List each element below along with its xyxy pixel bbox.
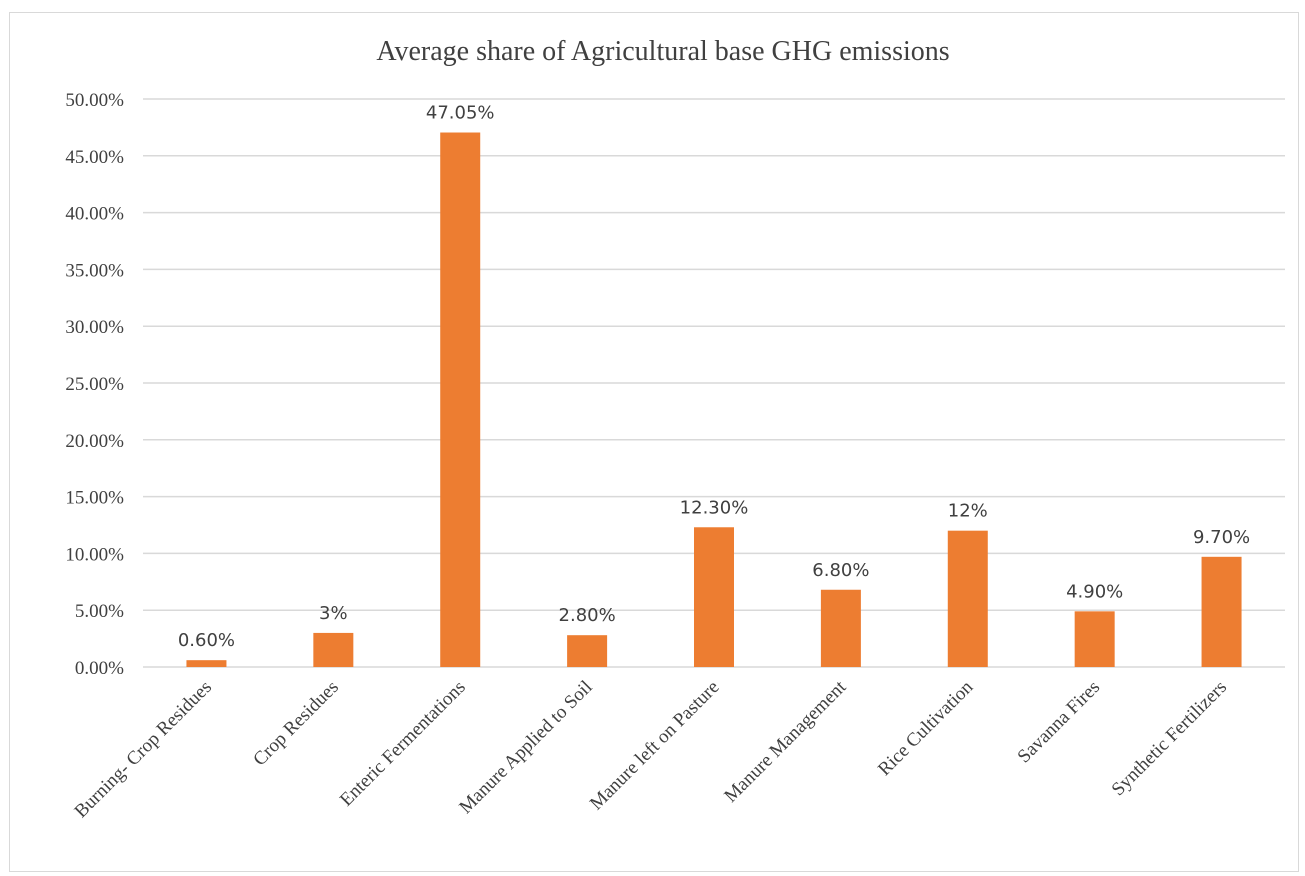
x-axis-tick-labels: Burning- Crop Residues Crop ResiduesEnter… — [71, 676, 1232, 822]
bar — [440, 132, 481, 668]
x-tick-label: Manure Applied to Soil — [455, 677, 596, 818]
data-label: 2.80% — [559, 605, 616, 626]
y-tick-label: 10.00% — [65, 544, 124, 565]
y-axis-tick-labels: 0.00% 5.00% 10.00% 15.00% 20.00% 25.00% 30.00%… — [65, 90, 124, 679]
data-label: 47.05% — [426, 103, 495, 124]
x-tick-label: Enteric Fermentations — [336, 677, 470, 811]
bar — [186, 660, 227, 667]
chart-title: Average share of Agricultural base GHG e… — [376, 36, 949, 67]
y-tick-label: 50.00% — [65, 90, 124, 111]
x-tick-label: Manure Management — [720, 676, 851, 807]
y-tick-label: 25.00% — [65, 374, 124, 395]
y-tick-label: 5.00% — [75, 601, 124, 622]
bar — [694, 527, 734, 667]
y-tick-label: 30.00% — [65, 317, 124, 338]
x-tick-label: Burning- Crop Residues — [71, 677, 216, 822]
data-label: 3% — [319, 603, 348, 624]
y-tick-label: 40.00% — [65, 204, 124, 225]
data-label: 0.60% — [178, 630, 235, 651]
bar — [947, 530, 988, 667]
y-tick-label: 20.00% — [65, 431, 124, 452]
bar — [1201, 556, 1242, 667]
x-tick-label: Rice Cultivation — [874, 676, 978, 780]
bars — [186, 132, 1242, 668]
y-tick-label: 0.00% — [75, 658, 124, 679]
data-label: 12.30% — [680, 497, 749, 518]
bar — [313, 632, 354, 667]
bar — [820, 589, 861, 667]
data-label: 9.70% — [1193, 527, 1250, 548]
x-tick-label: Synthetic Fertilizers — [1108, 677, 1231, 800]
bar — [1074, 611, 1115, 667]
data-labels: 0.60% 3% 47.05% 2.80% 12.30% 6.80% 12% 4.90% 9.7… — [178, 103, 1250, 652]
x-tick-label: Manure left on Pasture — [586, 677, 724, 815]
bar — [567, 635, 608, 667]
data-label: 6.80% — [812, 560, 869, 581]
x-tick-label: Crop Residues — [249, 677, 343, 771]
y-tick-label: 15.00% — [65, 488, 124, 509]
data-label: 4.90% — [1066, 581, 1123, 602]
x-tick-label: Savanna Fires — [1014, 677, 1105, 768]
y-tick-label: 45.00% — [65, 147, 124, 168]
data-label: 12% — [948, 501, 988, 522]
y-tick-label: 35.00% — [65, 260, 124, 281]
